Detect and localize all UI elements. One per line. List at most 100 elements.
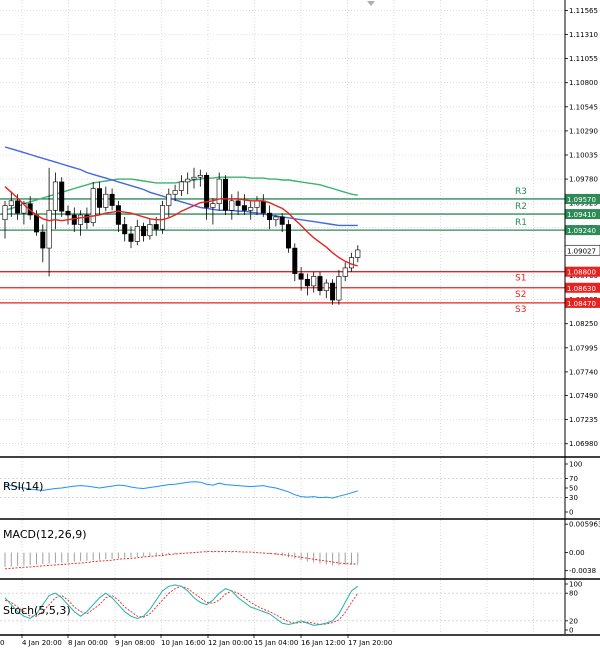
ma-red-line [4, 186, 359, 267]
candle [166, 188, 172, 217]
stoch-tick-label: 80 [569, 590, 578, 598]
candle [160, 200, 166, 234]
candle-body [122, 224, 128, 235]
candle-body [298, 273, 304, 280]
candle-body [355, 249, 361, 258]
candle-body [115, 205, 121, 225]
time-tick-label: 4 Jan 20:00 [22, 639, 62, 647]
candle-body [134, 226, 140, 242]
candle [273, 215, 279, 227]
candle [65, 205, 71, 225]
candle-body [141, 226, 147, 237]
time-tick-label: 16 Jan 12:00 [301, 639, 345, 647]
candle [235, 191, 241, 216]
candle [109, 188, 115, 211]
time-tick-label: 8 Jan 00:00 [68, 639, 108, 647]
candle [323, 279, 329, 299]
candle-body [191, 176, 197, 180]
candle-body [65, 210, 71, 216]
candle [191, 167, 197, 189]
candle [90, 181, 96, 227]
candle-body [46, 209, 52, 249]
candle-body [292, 247, 298, 274]
candle [71, 207, 77, 233]
time-tick-label: 12 Jan 00:00 [208, 639, 252, 647]
candle [128, 226, 134, 249]
candle [330, 279, 336, 305]
time-tick-label: 10 Jan 16:00 [161, 639, 205, 647]
candle [342, 262, 348, 282]
candle-body [248, 207, 254, 211]
pivot-label-r2: R2 [515, 202, 527, 212]
price-tick-label: 1.07235 [569, 416, 598, 424]
candle-body [52, 181, 58, 211]
candle [204, 172, 210, 220]
price-tick-label: 1.06980 [569, 440, 598, 448]
candle [103, 186, 109, 212]
stoch-tick-label: 0 [569, 627, 573, 635]
shift-marker-icon [367, 1, 375, 6]
candle [40, 224, 46, 263]
price-tick-label: 1.10035 [569, 151, 598, 159]
macd-signal-line [4, 551, 358, 570]
candle-body [2, 205, 8, 221]
pivot-price-box [565, 225, 600, 236]
candle [317, 271, 323, 296]
rsi-tick-label: 70 [569, 475, 578, 483]
candle-body [103, 193, 109, 208]
candle [8, 191, 14, 217]
candle-body [267, 212, 273, 221]
candle [147, 218, 153, 240]
candle-body [285, 224, 291, 249]
candle-body [279, 216, 285, 225]
candle-body [59, 181, 65, 212]
candle-body [204, 175, 210, 208]
candle-body [128, 233, 134, 242]
candle [97, 181, 103, 216]
current-price-label: 1.09027 [567, 247, 596, 255]
candle [122, 216, 128, 242]
candle [355, 245, 361, 263]
candle [348, 252, 354, 272]
candle-body [223, 178, 229, 211]
candle-body [235, 200, 241, 206]
candle-body [40, 231, 46, 249]
candle-body [311, 276, 317, 287]
candle-body [254, 200, 260, 208]
time-tick-label: 15 Jan 04:00 [254, 639, 298, 647]
candle-body [15, 200, 21, 214]
price-tick-label: 1.10290 [569, 127, 598, 135]
rsi-tick-label: 0 [569, 509, 573, 517]
macd-label: MACD(12,26,9) [3, 528, 87, 541]
pivot-price-box [565, 297, 600, 308]
candle [298, 266, 304, 291]
pivot-price-box [565, 282, 600, 293]
candle [241, 194, 247, 216]
candle [141, 222, 147, 242]
candle-body [323, 282, 329, 291]
candle [27, 196, 33, 220]
candle [197, 169, 203, 187]
candle [267, 205, 273, 230]
candle [134, 219, 140, 246]
candle-body [97, 188, 103, 208]
price-tick-label: 1.11565 [569, 7, 598, 15]
price-tick-label: 1.11310 [569, 31, 598, 39]
candle [59, 177, 65, 217]
stoch-label: Stoch(5,5,3) [3, 604, 71, 617]
rsi-label: RSI(14) [3, 480, 43, 493]
candle-body [241, 205, 247, 211]
candle [185, 172, 191, 195]
candle [178, 175, 184, 197]
pivot-label-r3: R3 [515, 187, 527, 197]
rsi-line [4, 481, 358, 499]
candle-body [197, 175, 203, 178]
candle [311, 271, 317, 293]
candle-body [342, 267, 348, 277]
pivot-price-box [565, 266, 600, 277]
price-tick-label: 1.07995 [569, 344, 598, 352]
candle-body [260, 200, 266, 214]
candle-body [27, 203, 33, 216]
rsi-tick-label: 100 [569, 461, 582, 469]
